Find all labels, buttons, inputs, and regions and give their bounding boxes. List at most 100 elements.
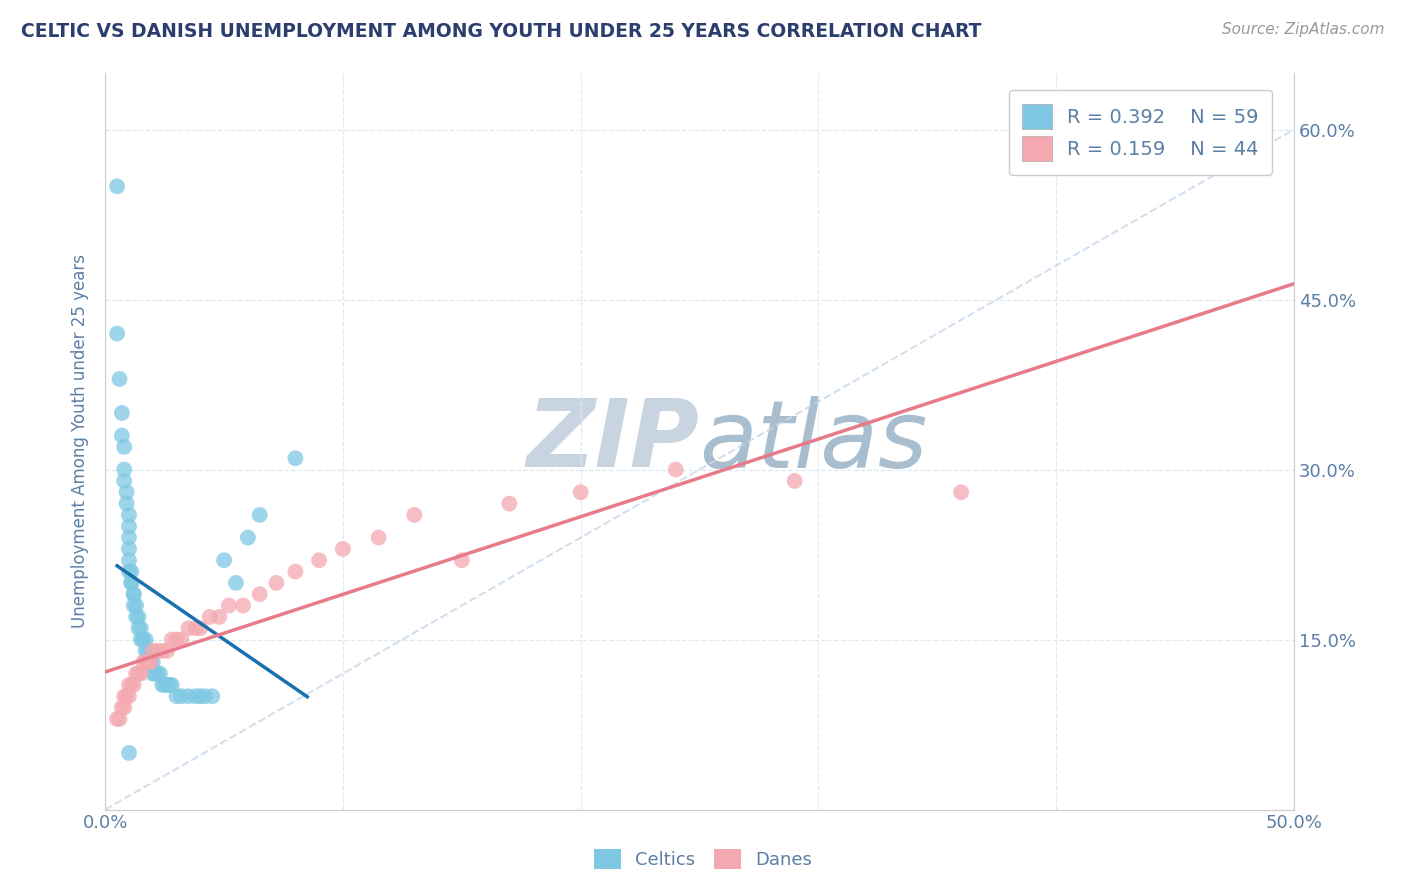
Point <box>125 610 148 624</box>
Point <box>225 575 247 590</box>
Point <box>150 678 173 692</box>
Point <box>122 599 145 613</box>
Point <box>136 655 159 669</box>
Point <box>146 644 169 658</box>
Point <box>105 712 128 726</box>
Point <box>142 644 165 658</box>
Point <box>157 678 180 692</box>
Point <box>120 575 142 590</box>
Point <box>112 440 135 454</box>
Point <box>136 655 159 669</box>
Point <box>160 678 183 692</box>
Point <box>177 690 200 704</box>
Point <box>156 644 179 658</box>
Point <box>120 678 142 692</box>
Point <box>135 632 157 647</box>
Point <box>105 179 128 194</box>
Point <box>105 326 128 341</box>
Text: CELTIC VS DANISH UNEMPLOYMENT AMONG YOUTH UNDER 25 YEARS CORRELATION CHART: CELTIC VS DANISH UNEMPLOYMENT AMONG YOUT… <box>21 22 981 41</box>
Point <box>404 508 426 522</box>
Point <box>118 690 141 704</box>
Point <box>266 575 288 590</box>
Point <box>665 462 688 476</box>
Point <box>118 508 141 522</box>
Point <box>132 632 155 647</box>
Point <box>132 655 155 669</box>
Point <box>128 621 150 635</box>
Point <box>135 644 157 658</box>
Point <box>120 565 142 579</box>
Point <box>128 610 150 624</box>
Point <box>170 690 193 704</box>
Point <box>166 690 188 704</box>
Point <box>122 587 145 601</box>
Point <box>111 406 134 420</box>
Point <box>950 485 973 500</box>
Point <box>569 485 592 500</box>
Point <box>129 632 152 647</box>
Point <box>122 587 145 601</box>
Point <box>115 497 138 511</box>
Point <box>236 531 259 545</box>
Point <box>129 666 152 681</box>
Point <box>112 700 135 714</box>
Point <box>118 678 141 692</box>
Point <box>118 531 141 545</box>
Point <box>156 678 179 692</box>
Point <box>139 655 162 669</box>
Legend: R = 0.392    N = 59, R = 0.159    N = 44: R = 0.392 N = 59, R = 0.159 N = 44 <box>1010 90 1272 175</box>
Point <box>177 621 200 635</box>
Point <box>194 690 217 704</box>
Text: ZIP: ZIP <box>527 395 700 487</box>
Point <box>112 462 135 476</box>
Point <box>184 621 207 635</box>
Point <box>136 644 159 658</box>
Point <box>129 621 152 635</box>
Point <box>249 587 271 601</box>
Point <box>108 712 131 726</box>
Point <box>184 690 207 704</box>
Point <box>212 553 235 567</box>
Point <box>120 575 142 590</box>
Legend: Celtics, Danes: Celtics, Danes <box>585 839 821 879</box>
Point <box>118 519 141 533</box>
Point <box>132 632 155 647</box>
Point <box>367 531 389 545</box>
Point <box>160 632 183 647</box>
Y-axis label: Unemployment Among Youth under 25 years: Unemployment Among Youth under 25 years <box>72 254 89 628</box>
Text: Source: ZipAtlas.com: Source: ZipAtlas.com <box>1222 22 1385 37</box>
Point <box>139 655 162 669</box>
Point <box>218 599 240 613</box>
Point <box>783 474 806 488</box>
Point <box>198 610 221 624</box>
Point <box>153 678 176 692</box>
Point <box>149 666 172 681</box>
Point <box>201 690 224 704</box>
Point <box>188 621 211 635</box>
Point <box>450 553 472 567</box>
Point <box>170 632 193 647</box>
Point <box>125 599 148 613</box>
Point <box>115 485 138 500</box>
Point <box>118 565 141 579</box>
Point <box>112 690 135 704</box>
Point <box>122 678 145 692</box>
Point <box>208 610 231 624</box>
Point <box>108 372 131 386</box>
Point <box>111 700 134 714</box>
Point <box>128 666 150 681</box>
Point <box>112 474 135 488</box>
Point <box>308 553 330 567</box>
Point <box>284 451 307 466</box>
Point <box>150 644 173 658</box>
Point <box>118 746 141 760</box>
Point <box>142 666 165 681</box>
Text: atlas: atlas <box>700 396 928 487</box>
Point <box>232 599 254 613</box>
Point <box>118 553 141 567</box>
Point <box>115 690 138 704</box>
Point <box>111 428 134 442</box>
Point <box>188 690 211 704</box>
Point <box>498 497 520 511</box>
Point <box>139 655 162 669</box>
